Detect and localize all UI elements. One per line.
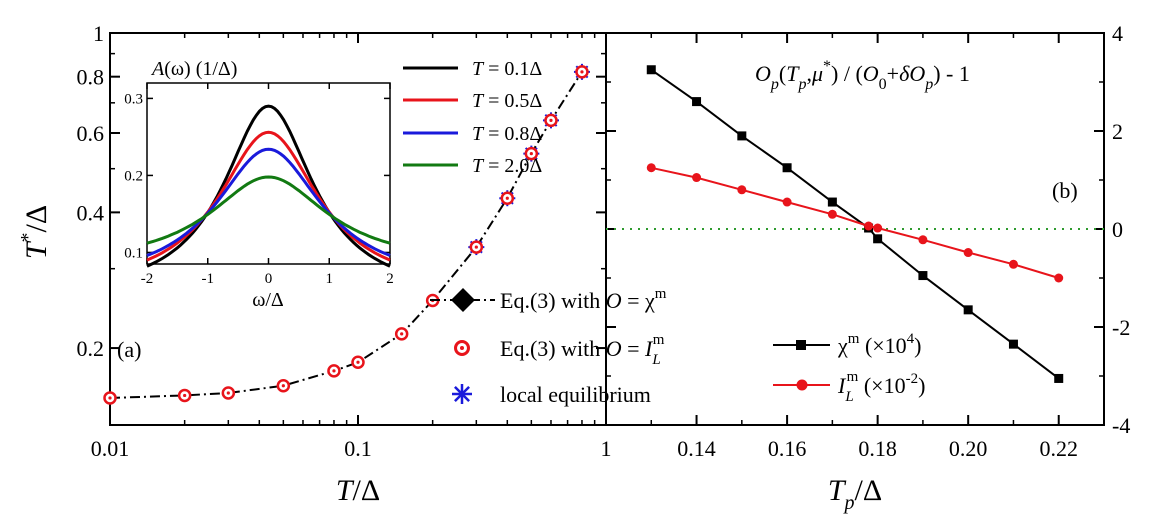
square-marker [692, 97, 702, 107]
inset-curve [146, 104, 391, 268]
square-marker [1054, 373, 1064, 383]
inset-curve [146, 130, 391, 262]
circle-marker [737, 185, 747, 195]
x-tick-label: 0.16 [768, 436, 807, 461]
square-marker [918, 271, 928, 281]
panel-a-inset: -2 -1 0 1 2 0.1 0.2 0.3 A(ω) (1/Δ) ω/Δ T = 0.1Δ T =… [124, 58, 542, 311]
ring-marker-dot [400, 332, 404, 336]
legend-circle [796, 379, 808, 391]
x-tick-label: 0.14 [677, 436, 716, 461]
panel-b: 0.14 0.16 0.18 0.20 0.22 -4 -2 0 2 4 (b) Op(Tp,μ*) … [605, 21, 1130, 514]
x-tick-label: 0.1 [344, 436, 372, 461]
ring-marker-dot [505, 196, 509, 200]
circle-marker [918, 235, 928, 245]
legend-label: local equilibrium [500, 382, 651, 407]
legend-asterisk [452, 384, 472, 404]
ring-marker-dot [281, 384, 285, 388]
legend-ring-dot [460, 346, 464, 350]
square-marker [782, 163, 792, 173]
inset-y-tick-label: 0.2 [124, 168, 143, 184]
series-il-line [651, 166, 1059, 279]
legend-label: Eq.(3) with O = χm [500, 286, 667, 313]
x-tick-label: 0.18 [858, 436, 897, 461]
inset-legend-label: T = 0.1Δ [472, 58, 542, 80]
y-tick-label: -4 [1112, 413, 1130, 438]
inset-legend-label: T = 0.5Δ [472, 90, 542, 112]
ring-marker-dot [549, 118, 553, 122]
square-marker [827, 197, 837, 207]
inset-legend-label: T = 0.8Δ [472, 123, 542, 145]
y-axis-label: T*/Δ [17, 205, 53, 259]
y-tick-label: -2 [1112, 315, 1130, 340]
square-marker [963, 305, 973, 315]
x-tick-label: 0.22 [1039, 436, 1078, 461]
inset-y-tick-label: 0.1 [124, 245, 143, 261]
y-tick-label: 0.4 [77, 200, 105, 225]
ring-marker-dot [108, 396, 112, 400]
panel-b-title: Op(Tp,μ*) / (O0+δOp) - 1 [755, 58, 970, 93]
x-axis-label: Tp/Δ [828, 474, 882, 514]
ring-marker-dot [580, 70, 584, 74]
panel-label-a: (a) [117, 337, 141, 362]
circle-marker [864, 221, 874, 231]
y-tick-label: 2 [1112, 119, 1123, 144]
square-marker [646, 65, 656, 75]
legend-label: Eq.(3) with O = ILm [500, 332, 665, 368]
legend-diamond [451, 288, 475, 312]
ring-marker-dot [183, 393, 187, 398]
inset-y-tick-label: 0.3 [124, 91, 143, 107]
panel-label-b: (b) [1052, 178, 1078, 203]
y-tick-label: 0.2 [77, 336, 105, 361]
ring-marker-dot [529, 152, 533, 156]
x-tick-label: 0.01 [91, 436, 130, 461]
y-tick-label: 1 [93, 21, 104, 46]
circle-marker [782, 197, 792, 207]
inset-title: A(ω) (1/Δ) [150, 58, 237, 80]
ring-marker-dot [332, 369, 336, 373]
circle-marker [1054, 273, 1064, 283]
square-marker [1008, 339, 1018, 349]
inset-x-tick-label: 2 [386, 271, 394, 287]
square-marker [737, 131, 747, 141]
x-axis-label: T/Δ [336, 474, 380, 507]
panel-a: 0.01 0.1 1 0.2 0.4 0.6 0.8 1 T/Δ T*/Δ (a) Eq.(3) wi… [17, 21, 667, 507]
inset-legend-label: T = 2.0Δ [472, 155, 542, 177]
legend-label: ILm (×10-2) [837, 369, 925, 405]
inset-x-tick-label: 1 [326, 271, 334, 287]
ring-marker-dot [356, 360, 360, 364]
legend-label: χm (×104) [837, 331, 922, 358]
circle-marker [1008, 259, 1018, 269]
legend-square [796, 340, 806, 350]
circle-marker [963, 248, 973, 258]
inset-curve [146, 175, 391, 245]
y-tick-label: 0 [1112, 217, 1123, 242]
y-tick-label: 4 [1112, 21, 1123, 46]
circle-marker [873, 223, 883, 233]
y-tick-label: 0.8 [77, 65, 105, 90]
ring-marker-dot [474, 245, 478, 249]
circle-marker [646, 163, 656, 173]
circle-marker [692, 173, 702, 183]
square-marker [873, 234, 883, 244]
inset-x-label: ω/Δ [252, 289, 284, 311]
inset-x-tick-label: -2 [141, 271, 154, 287]
circle-marker [827, 209, 837, 219]
ring-marker-dot [226, 391, 230, 395]
inset-x-tick-label: 0 [265, 271, 273, 287]
inset-x-tick-label: -1 [202, 271, 215, 287]
y-tick-label: 0.6 [77, 121, 105, 146]
x-tick-label: 0.20 [949, 436, 988, 461]
inset-curve [146, 147, 391, 257]
x-tick-label: 1 [601, 436, 612, 461]
